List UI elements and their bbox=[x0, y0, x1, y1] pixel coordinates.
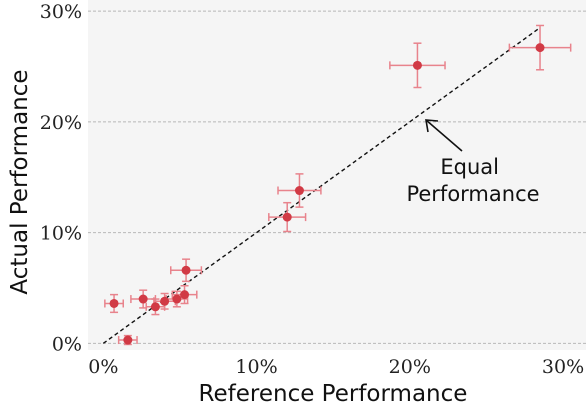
data-point bbox=[180, 290, 190, 300]
equal-performance-line bbox=[102, 27, 541, 344]
grid-lines bbox=[88, 10, 586, 344]
y-tick-labels: 0% 10% 20% 30% bbox=[40, 1, 82, 355]
y-tick-label: 20% bbox=[40, 112, 82, 134]
data-point bbox=[138, 294, 148, 304]
y-axis-title: Actual Performance bbox=[7, 69, 33, 294]
data-point bbox=[412, 60, 422, 70]
data-point bbox=[181, 265, 191, 275]
annotation-arrow bbox=[425, 119, 463, 152]
data-point bbox=[535, 43, 545, 53]
y-tick-label: 30% bbox=[40, 1, 82, 23]
x-axis-title: Reference Performance bbox=[199, 381, 468, 407]
x-tick-label: 30% bbox=[542, 356, 584, 378]
x-tick-label: 20% bbox=[389, 356, 431, 378]
data-point bbox=[150, 302, 160, 312]
data-point bbox=[123, 335, 133, 345]
data-point bbox=[294, 186, 304, 196]
annotation-label: Equal Performance bbox=[406, 155, 539, 206]
data-point bbox=[160, 296, 170, 306]
data-point bbox=[172, 294, 182, 304]
data-point bbox=[109, 298, 119, 308]
annotation-line-2: Performance bbox=[406, 182, 539, 206]
annotation-line-1: Equal bbox=[440, 155, 499, 179]
x-tick-label: 0% bbox=[88, 356, 118, 378]
x-tick-label: 10% bbox=[235, 356, 277, 378]
x-tick-labels: 0% 10% 20% 30% bbox=[88, 356, 584, 378]
y-tick-label: 0% bbox=[52, 333, 82, 355]
data-point bbox=[282, 212, 292, 222]
data-points bbox=[109, 43, 545, 345]
y-tick-label: 10% bbox=[40, 223, 82, 245]
